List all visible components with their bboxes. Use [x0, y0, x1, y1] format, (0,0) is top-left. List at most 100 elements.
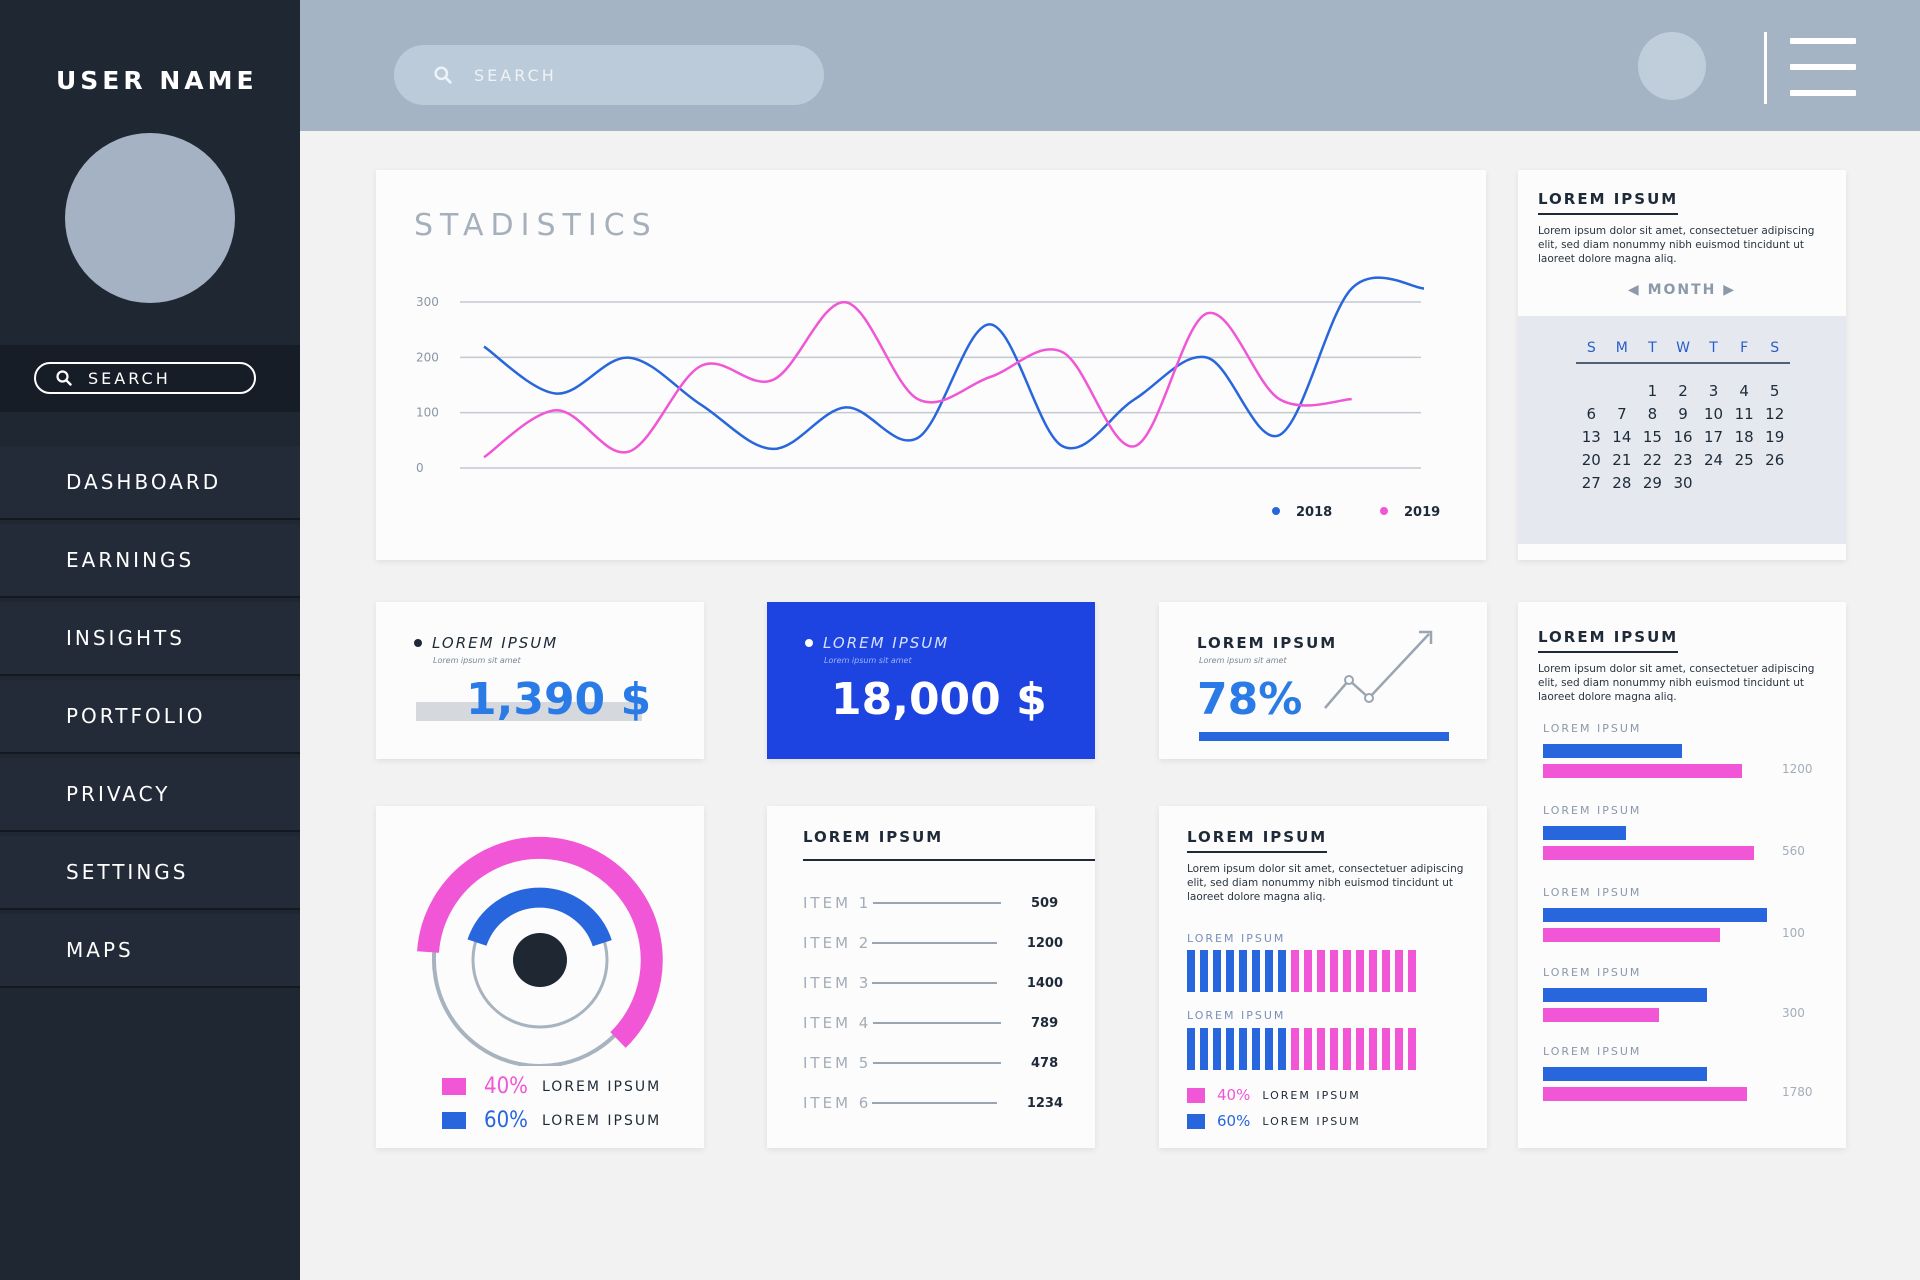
sidebar-item-privacy[interactable]: PRIVACY — [0, 758, 300, 832]
calendar-date[interactable]: 5 — [1769, 382, 1780, 400]
kpi-highlight-bar — [416, 702, 642, 721]
weekday-label: M — [1615, 340, 1628, 356]
calendar-date[interactable]: 27 — [1581, 474, 1601, 492]
stripe-bar — [1317, 1028, 1325, 1070]
stripe-bar — [1343, 950, 1351, 992]
sidebar-item-maps[interactable]: MAPS — [0, 914, 300, 988]
kpi-card-total[interactable]: LOREM IPSUM Lorem ipsum sit amet 18,000 … — [767, 602, 1095, 759]
profile-avatar[interactable] — [1638, 32, 1706, 100]
calendar-date[interactable]: 19 — [1765, 428, 1785, 446]
calendar-date[interactable]: 17 — [1704, 428, 1724, 446]
stripe-bar — [1382, 950, 1390, 992]
search-icon — [434, 66, 452, 84]
legend-label: LOREM IPSUM — [542, 1078, 662, 1095]
list-item[interactable]: ITEM 2 1200 — [803, 934, 1063, 952]
list-item[interactable]: ITEM 3 1400 — [803, 974, 1063, 992]
calendar-date[interactable]: 6 — [1586, 405, 1597, 423]
calendar-date[interactable]: 14 — [1612, 428, 1632, 446]
stripe-bar — [1408, 950, 1416, 992]
hamburger-menu-icon[interactable] — [1790, 38, 1856, 98]
nav-label: DASHBOARD — [66, 470, 222, 494]
hbar-blue — [1543, 1067, 1707, 1081]
kpi-card-earnings[interactable]: LOREM IPSUM Lorem ipsum sit amet 1,390 $ — [376, 602, 704, 759]
list-item[interactable]: ITEM 1 509 — [803, 894, 1063, 912]
calendar-date[interactable]: 20 — [1581, 451, 1601, 469]
month-label: MONTH — [1647, 282, 1717, 298]
sidebar-item-earnings[interactable]: EARNINGS — [0, 524, 300, 598]
calendar-dates: 1 2 3 4 5 6 7 8 9 10 11 12 13 14 15 16 17 18 19 20 21 22 23 24 2… — [1576, 382, 1790, 494]
kpi-label: LOREM IPSUM — [1197, 634, 1338, 652]
stripe-bar — [1278, 950, 1286, 992]
prev-month-icon[interactable]: ◀ — [1627, 282, 1641, 298]
calendar-body — [1518, 316, 1846, 544]
sidebar-item-portfolio[interactable]: PORTFOLIO — [0, 680, 300, 754]
stripe-bar — [1382, 1028, 1390, 1070]
legend-dot — [1380, 507, 1388, 515]
list-item[interactable]: ITEM 6 1234 — [803, 1094, 1063, 1112]
calendar-date[interactable]: 10 — [1704, 405, 1724, 423]
calendar-date[interactable]: 1 — [1647, 382, 1658, 400]
avatar[interactable] — [65, 133, 235, 303]
list-item[interactable]: ITEM 5 478 — [803, 1054, 1063, 1072]
stripe-bar — [1239, 1028, 1247, 1070]
stripe-bar — [1239, 950, 1247, 992]
list-item[interactable]: ITEM 4 789 — [803, 1014, 1063, 1032]
calendar-date[interactable]: 4 — [1739, 382, 1749, 400]
calendar-date[interactable]: 12 — [1765, 405, 1785, 423]
y-tick-label: 200 — [416, 350, 439, 364]
item-leader-line — [871, 942, 997, 944]
hbars-title: LOREM IPSUM — [1538, 628, 1679, 653]
hbar-row-label: LOREM IPSUM — [1543, 886, 1642, 899]
calendar-date[interactable]: 13 — [1581, 428, 1601, 446]
calendar-date[interactable]: 3 — [1708, 382, 1719, 400]
calendar-date[interactable]: 2 — [1678, 382, 1688, 400]
legend-label: LOREM IPSUM — [1262, 1114, 1361, 1128]
next-month-icon[interactable]: ▶ — [1723, 282, 1737, 298]
calendar-date[interactable]: 24 — [1704, 451, 1724, 469]
y-tick-label: 300 — [416, 295, 439, 309]
sidebar-item-settings[interactable]: SETTINGS — [0, 836, 300, 910]
calendar-date[interactable]: 28 — [1612, 474, 1632, 492]
sidebar-item-dashboard[interactable]: DASHBOARD — [0, 446, 300, 520]
bars-description: Lorem ipsum dolor sit amet, consectetuer… — [1187, 863, 1464, 903]
calendar-date[interactable]: 22 — [1642, 451, 1662, 469]
sidebar-search-input[interactable]: SEARCH — [34, 362, 256, 394]
calendar-date[interactable]: 16 — [1673, 428, 1693, 446]
item-value: 1234 — [1026, 1095, 1063, 1111]
calendar-date[interactable]: 18 — [1734, 428, 1754, 446]
legend-percent: 40% — [1217, 1086, 1251, 1104]
sidebar-item-insights[interactable]: INSIGHTS — [0, 602, 300, 676]
calendar-date[interactable]: 26 — [1765, 451, 1785, 469]
calendar-date[interactable]: 29 — [1642, 474, 1662, 492]
stripe-bar — [1395, 950, 1403, 992]
nav-label: PRIVACY — [66, 782, 171, 806]
hbar-pink — [1543, 1008, 1659, 1022]
calendar-date[interactable]: 11 — [1734, 405, 1754, 423]
stripe-bar — [1356, 1028, 1364, 1070]
legend-swatch-blue — [442, 1112, 466, 1129]
month-navigator[interactable]: ◀ MONTH ▶ — [1518, 282, 1846, 298]
hbar-row-label: LOREM IPSUM — [1543, 1045, 1642, 1058]
kpi-card-percentage[interactable]: LOREM IPSUM Lorem ipsum sit amet 78% — [1159, 602, 1487, 759]
calendar-date[interactable]: 7 — [1617, 405, 1627, 423]
kpi-value: 1,390 $ — [466, 674, 652, 725]
series-line-2019 — [483, 301, 1352, 459]
stripe-bar — [1265, 1028, 1273, 1070]
calendar-date[interactable]: 15 — [1642, 428, 1662, 446]
calendar-card: LOREM IPSUM Lorem ipsum dolor sit amet, … — [1518, 170, 1846, 560]
calendar-date[interactable]: 30 — [1673, 474, 1693, 492]
item-name: ITEM 4 — [803, 1014, 872, 1032]
stripe-bar — [1408, 1028, 1416, 1070]
calendar-date[interactable]: 9 — [1678, 405, 1688, 423]
calendar-date[interactable]: 23 — [1673, 451, 1693, 469]
statistics-title: STADISTICS — [414, 208, 658, 243]
calendar-date[interactable]: 25 — [1734, 451, 1754, 469]
trend-up-icon — [1324, 630, 1433, 709]
hbar-pink — [1543, 846, 1754, 860]
calendar-date[interactable]: 8 — [1647, 405, 1658, 423]
item-leader-line — [871, 1102, 997, 1104]
calendar-date[interactable]: 21 — [1612, 451, 1632, 469]
calendar-date — [1576, 382, 1607, 402]
hbars-description: Lorem ipsum dolor sit amet, consectetuer… — [1538, 663, 1815, 703]
search-input[interactable]: SEARCH — [394, 45, 824, 105]
